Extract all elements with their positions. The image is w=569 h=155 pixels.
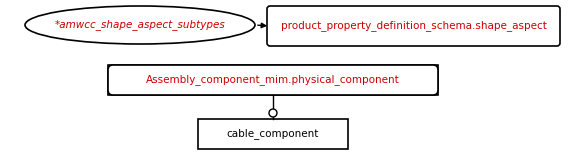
Text: Assembly_component_mim.physical_component: Assembly_component_mim.physical_componen… <box>146 75 400 85</box>
FancyBboxPatch shape <box>108 65 438 95</box>
FancyBboxPatch shape <box>267 6 560 46</box>
Circle shape <box>269 109 277 117</box>
Text: cable_component: cable_component <box>227 128 319 140</box>
Text: product_property_definition_schema.shape_aspect: product_property_definition_schema.shape… <box>281 21 546 31</box>
Text: *amwcc_shape_aspect_subtypes: *amwcc_shape_aspect_subtypes <box>55 20 225 30</box>
FancyBboxPatch shape <box>108 65 438 95</box>
Ellipse shape <box>25 6 255 44</box>
FancyBboxPatch shape <box>198 119 348 149</box>
